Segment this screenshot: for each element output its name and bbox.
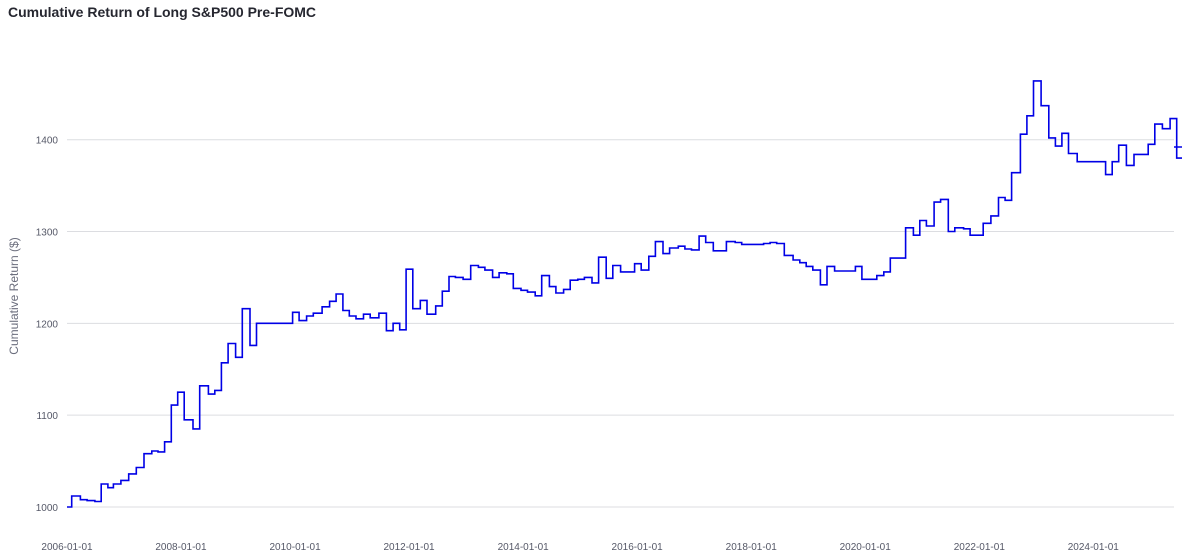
x-axis-ticks: 2006-01-01 2008-01-01 2010-01-01 2012-01-01… [41,542,1119,553]
series-line-0 [67,80,1182,508]
x-tick-label: 2020-01-01 [840,542,892,553]
x-tick-label: 2014-01-01 [498,542,550,553]
x-tick-label: 2010-01-01 [270,542,322,553]
x-tick-label: 2006-01-01 [41,542,93,553]
x-tick-label: 2016-01-01 [612,542,664,553]
chart-title: Cumulative Return of Long S&P500 Pre-FOM… [8,4,317,20]
y-tick-label: 1400 [36,136,59,147]
y-tick-label: 1300 [36,228,59,239]
y-axis-ticks: 1000 1100 1200 1300 1400 [36,136,59,514]
x-tick-label: 2018-01-01 [726,542,778,553]
x-tick-label: 2022-01-01 [954,542,1006,553]
y-tick-label: 1200 [36,319,59,330]
y-tick-label: 1100 [36,411,58,422]
x-tick-label: 2024-01-01 [1068,542,1120,553]
x-tick-label: 2008-01-01 [155,542,207,553]
y-axis-title: Cumulative Return ($) [7,237,21,354]
series-layer [67,80,1182,508]
gridlines [67,139,1174,508]
x-tick-label: 2012-01-01 [383,542,435,553]
y-tick-label: 1000 [36,503,59,514]
